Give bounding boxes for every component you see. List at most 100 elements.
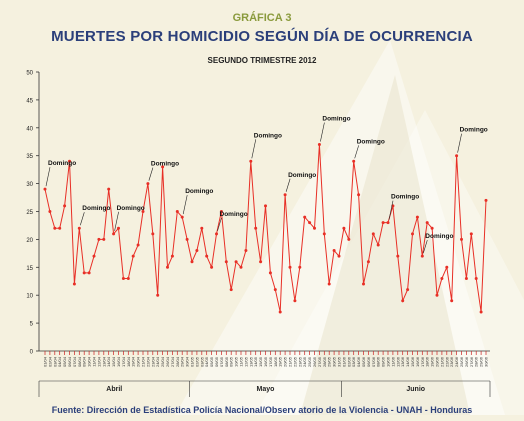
data-point [102,237,106,241]
data-point [53,226,57,230]
data-point [107,187,111,191]
data-point [313,226,316,230]
x-tick-label: 09/06 [381,356,386,367]
chart-subtitle: SEGUNDO TRIMESTRE 2012 [207,56,317,65]
y-tick-label: 10 [26,294,33,300]
x-tick-label: 19/06 [430,356,435,367]
data-point [469,232,473,236]
data-point [401,299,405,303]
y-tick-label: 5 [30,322,34,328]
x-tick-label: 22/06 [444,356,449,367]
x-tick-label: 28/05 [322,356,327,367]
x-tick-label: 07/06 [371,356,376,367]
data-point [166,265,169,269]
x-tick-label: 27/06 [469,356,474,367]
x-tick-label: 23/06 [449,356,454,367]
x-tick-label: 04/05 [204,356,209,367]
x-tick-label: 05/04 [62,356,67,367]
x-tick-label: 01/05 [190,356,195,367]
x-tick-label: 13/04 [101,356,106,367]
x-tick-label: 09/04 [82,356,87,367]
data-point [215,232,218,236]
annotation-label: Domingo [357,138,385,145]
data-point [175,210,179,213]
annotation-label: Domingo [151,161,179,168]
x-tick-label: 03/04 [52,356,57,367]
data-point [342,226,346,230]
data-point [288,265,292,269]
y-tick-label: 45 [26,98,33,104]
data-point [180,215,184,219]
data-point [185,237,189,241]
data-point [322,232,326,236]
x-tick-label: 21/05 [288,356,293,367]
month-label: Junio [406,386,425,393]
data-point [420,254,424,258]
annotation-pointer [388,200,394,220]
x-tick-label: 18/05 [273,356,278,367]
data-point [283,193,287,197]
data-point [381,221,385,225]
data-point [63,204,67,208]
y-tick-label: 25 [26,210,33,216]
x-tick-label: 17/04 [121,356,126,367]
data-point [170,254,174,258]
annotation-label: Domingo [82,205,110,212]
month-label: Mayo [257,386,275,393]
annotation-pointer [423,240,428,254]
data-point [48,210,52,213]
annotation-label: Domingo [322,116,350,123]
x-tick-label: 13/05 [248,356,253,367]
data-point [317,143,321,147]
annotation-label: Domingo [185,188,213,195]
x-tick-label: 30/04 [185,356,190,367]
data-point [264,204,267,208]
y-tick-label: 40 [26,126,33,132]
x-tick-label: 25/06 [459,356,464,367]
data-point [268,271,272,275]
data-point [195,249,199,253]
data-point [43,187,47,191]
annotation-label: Domingo [460,127,488,134]
x-tick-label: 20/06 [435,356,440,367]
x-tick-label: 04/06 [356,356,361,367]
x-tick-label: 05/06 [361,356,366,367]
x-tick-label: 23/04 [150,356,155,367]
data-point [249,159,253,163]
data-point [77,226,81,230]
data-point [229,288,233,292]
month-label: Abril [106,386,122,393]
data-point [224,260,228,264]
data-point [121,276,125,280]
x-tick-label: 07/05 [219,356,224,367]
data-point [146,182,150,186]
x-tick-label: 23/05 [297,356,302,367]
data-point [254,226,258,230]
x-tick-label: 15/06 [410,356,415,367]
data-point [126,276,130,280]
x-tick-label: 06/05 [214,356,219,367]
x-tick-label: 29/05 [327,356,332,367]
x-tick-label: 17/05 [268,356,273,367]
x-tick-label: 24/06 [454,356,459,367]
x-tick-label: 08/06 [376,356,381,367]
data-point [411,232,414,236]
x-tick-label: 19/04 [131,356,136,367]
data-point [308,221,312,225]
data-point [357,193,361,197]
x-tick-label: 16/04 [116,356,121,367]
annotation-pointer [80,212,85,226]
x-tick-label: 03/05 [199,356,204,367]
x-tick-label: 25/05 [307,356,312,367]
x-tick-label: 10/06 [386,356,391,367]
data-point [82,271,86,275]
x-tick-label: 16/06 [415,356,420,367]
annotation-pointer [320,122,325,142]
x-tick-label: 22/04 [145,356,150,367]
x-tick-label: 02/04 [47,356,52,367]
annotation-pointer [217,217,222,231]
x-tick-label: 11/06 [390,356,395,366]
x-tick-label: 02/05 [194,356,199,367]
annotation-pointer [148,167,154,181]
